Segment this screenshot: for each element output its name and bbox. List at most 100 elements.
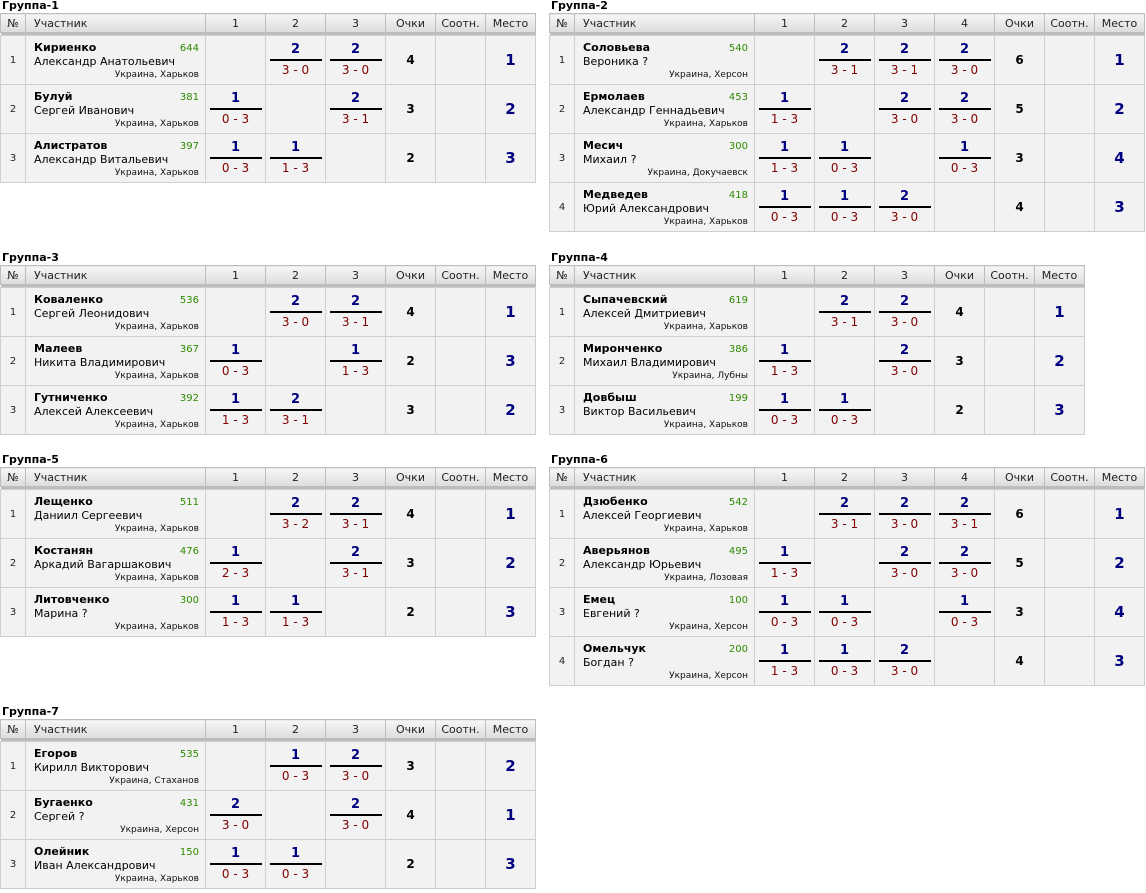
player-cell[interactable]: Месич Михаил ? 300 Украина, Докучаевск: [574, 133, 755, 183]
match-score: 0 - 3: [830, 615, 859, 629]
player-place: 3: [485, 839, 536, 889]
row-number: 3: [549, 587, 575, 637]
player-cell[interactable]: Гутниченко Алексей Алексеевич 392 Украина, …: [25, 385, 206, 435]
group-table: № Участник 1 2 3 Очки Соотн. Место 1 Лещенко Дании…: [0, 467, 536, 637]
player-location: Украина, Херсон: [669, 671, 748, 681]
player-first-name: Евгений ?: [583, 607, 640, 620]
self-cell: [205, 741, 266, 791]
player-cell[interactable]: Омельчук Богдан ? 200 Украина, Херсон: [574, 636, 755, 686]
header-num: №: [0, 265, 26, 285]
match-points: 1: [269, 594, 322, 613]
match-points: 1: [209, 846, 262, 865]
player-cell[interactable]: Медведев Юрий Александрович 418 Украина, Ха…: [574, 182, 755, 232]
match-points: 1: [269, 140, 322, 159]
player-last-name[interactable]: Довбыш: [583, 391, 637, 404]
player-cell[interactable]: Миронченко Михаил Владимирович 386 Украина,…: [574, 336, 755, 386]
player-last-name[interactable]: Алистратов: [34, 139, 108, 152]
player-cell[interactable]: Дзюбенко Алексей Георгиевич 542 Украина, Ха…: [574, 489, 755, 539]
player-cell[interactable]: Кириенко Александр Анатольевич 644 Украина,…: [25, 35, 206, 85]
match-points: 2: [878, 294, 931, 313]
player-cell[interactable]: Соловьева Вероника ? 540 Украина, Херсон: [574, 35, 755, 85]
header-col-3: 3: [325, 265, 386, 285]
table-row: 3 Емец Евгений ? 100 Украина, Херсон 1 0 - 3 1 0…: [549, 587, 1145, 637]
player-points: 4: [385, 790, 436, 840]
match-result: 2 3 - 0: [874, 84, 935, 134]
header-num: №: [0, 467, 26, 487]
player-rating: 397: [179, 141, 199, 152]
player-last-name[interactable]: Сыпачевский: [583, 293, 668, 306]
match-score: 3 - 0: [281, 315, 310, 329]
match-points: 1: [758, 91, 811, 110]
match-points: 2: [818, 42, 871, 61]
match-score: 3 - 1: [341, 517, 370, 531]
table-row: 1 Лещенко Даниил Сергеевич 511 Украина, Харь…: [0, 489, 536, 539]
player-last-name[interactable]: Литовченко: [34, 593, 110, 606]
player-last-name[interactable]: Олейник: [34, 845, 90, 858]
match-score: 0 - 3: [770, 413, 799, 427]
group-table: № Участник 1 2 3 4 Очки Соотн. Место 1 Соловьева Ве…: [549, 13, 1145, 232]
self-cell: [205, 35, 266, 85]
player-ratio: [435, 35, 486, 85]
table-row: 1 Кириенко Александр Анатольевич 644 Украина…: [0, 35, 536, 85]
player-cell[interactable]: Бугаенко Сергей ? 431 Украина, Херсон: [25, 790, 206, 840]
player-last-name[interactable]: Егоров: [34, 747, 78, 760]
header-col-1: 1: [205, 719, 266, 739]
match-score: 2 - 3: [221, 566, 250, 580]
player-cell[interactable]: Алистратов Александр Витальевич 397 Украина…: [25, 133, 206, 183]
self-cell: [325, 839, 386, 889]
player-ratio: [435, 839, 486, 889]
match-result: 2 3 - 0: [934, 35, 995, 85]
player-last-name[interactable]: Кириенко: [34, 41, 97, 54]
match-score: 0 - 3: [221, 161, 250, 175]
row-number: 1: [0, 741, 26, 791]
player-points: 2: [385, 133, 436, 183]
player-cell[interactable]: Коваленко Сергей Леонидович 536 Украина, Ха…: [25, 287, 206, 337]
player-last-name[interactable]: Миронченко: [583, 342, 663, 355]
player-cell[interactable]: Малеев Никита Владимирович 367 Украина, Хар…: [25, 336, 206, 386]
player-last-name[interactable]: Гутниченко: [34, 391, 108, 404]
player-cell[interactable]: Ермолаев Александр Геннадьевич 453 Украина,…: [574, 84, 755, 134]
row-number: 1: [549, 287, 575, 337]
player-last-name[interactable]: Дзюбенко: [583, 495, 648, 508]
player-last-name[interactable]: Булуй: [34, 90, 73, 103]
header-col-3: 3: [874, 13, 935, 33]
player-cell[interactable]: Емец Евгений ? 100 Украина, Херсон: [574, 587, 755, 637]
player-last-name[interactable]: Малеев: [34, 342, 83, 355]
header-col-2: 2: [265, 265, 326, 285]
player-last-name[interactable]: Бугаенко: [34, 796, 93, 809]
player-last-name[interactable]: Костанян: [34, 544, 94, 557]
player-last-name[interactable]: Месич: [583, 139, 624, 152]
match-score: 3 - 0: [281, 63, 310, 77]
player-cell[interactable]: Егоров Кирилл Викторович 535 Украина, Стаха…: [25, 741, 206, 791]
group-6: Группа-6 № Участник 1 2 3 4 Очки Соотн. Место 1 Дзю…: [549, 454, 1145, 686]
player-last-name[interactable]: Медведев: [583, 188, 649, 201]
player-last-name[interactable]: Омельчук: [583, 642, 647, 655]
player-place: 2: [485, 538, 536, 588]
player-cell[interactable]: Литовченко Марина ? 300 Украина, Харьков: [25, 587, 206, 637]
self-cell: [754, 489, 815, 539]
match-result: 2 3 - 0: [325, 741, 386, 791]
header-num: №: [549, 13, 575, 33]
player-last-name[interactable]: Ермолаев: [583, 90, 645, 103]
player-cell[interactable]: Аверьянов Александр Юрьевич 495 Украина, Ло…: [574, 538, 755, 588]
match-score: 0 - 3: [830, 161, 859, 175]
player-cell[interactable]: Олейник Иван Александрович 150 Украина, Хар…: [25, 839, 206, 889]
match-score: 0 - 3: [950, 161, 979, 175]
player-cell[interactable]: Лещенко Даниил Сергеевич 511 Украина, Харьк…: [25, 489, 206, 539]
player-last-name[interactable]: Аверьянов: [583, 544, 650, 557]
group-title: Группа-3: [2, 251, 59, 264]
player-cell[interactable]: Костанян Аркадий Вагаршакович 476 Украина, …: [25, 538, 206, 588]
player-cell[interactable]: Сыпачевский Алексей Дмитриевич 619 Украина,…: [574, 287, 755, 337]
header-col-1: 1: [205, 13, 266, 33]
table-row: 2 Аверьянов Александр Юрьевич 495 Украина, Л…: [549, 538, 1145, 588]
player-last-name[interactable]: Соловьева: [583, 41, 651, 54]
player-cell[interactable]: Довбыш Виктор Васильевич 199 Украина, Харьк…: [574, 385, 755, 435]
player-last-name[interactable]: Лещенко: [34, 495, 93, 508]
player-cell[interactable]: Булуй Сергей Иванович 381 Украина, Харьков: [25, 84, 206, 134]
header-separator: [0, 738, 536, 742]
player-last-name[interactable]: Коваленко: [34, 293, 104, 306]
row-number: 1: [0, 287, 26, 337]
player-points: 3: [385, 538, 436, 588]
self-cell: [934, 182, 995, 232]
player-last-name[interactable]: Емец: [583, 593, 616, 606]
